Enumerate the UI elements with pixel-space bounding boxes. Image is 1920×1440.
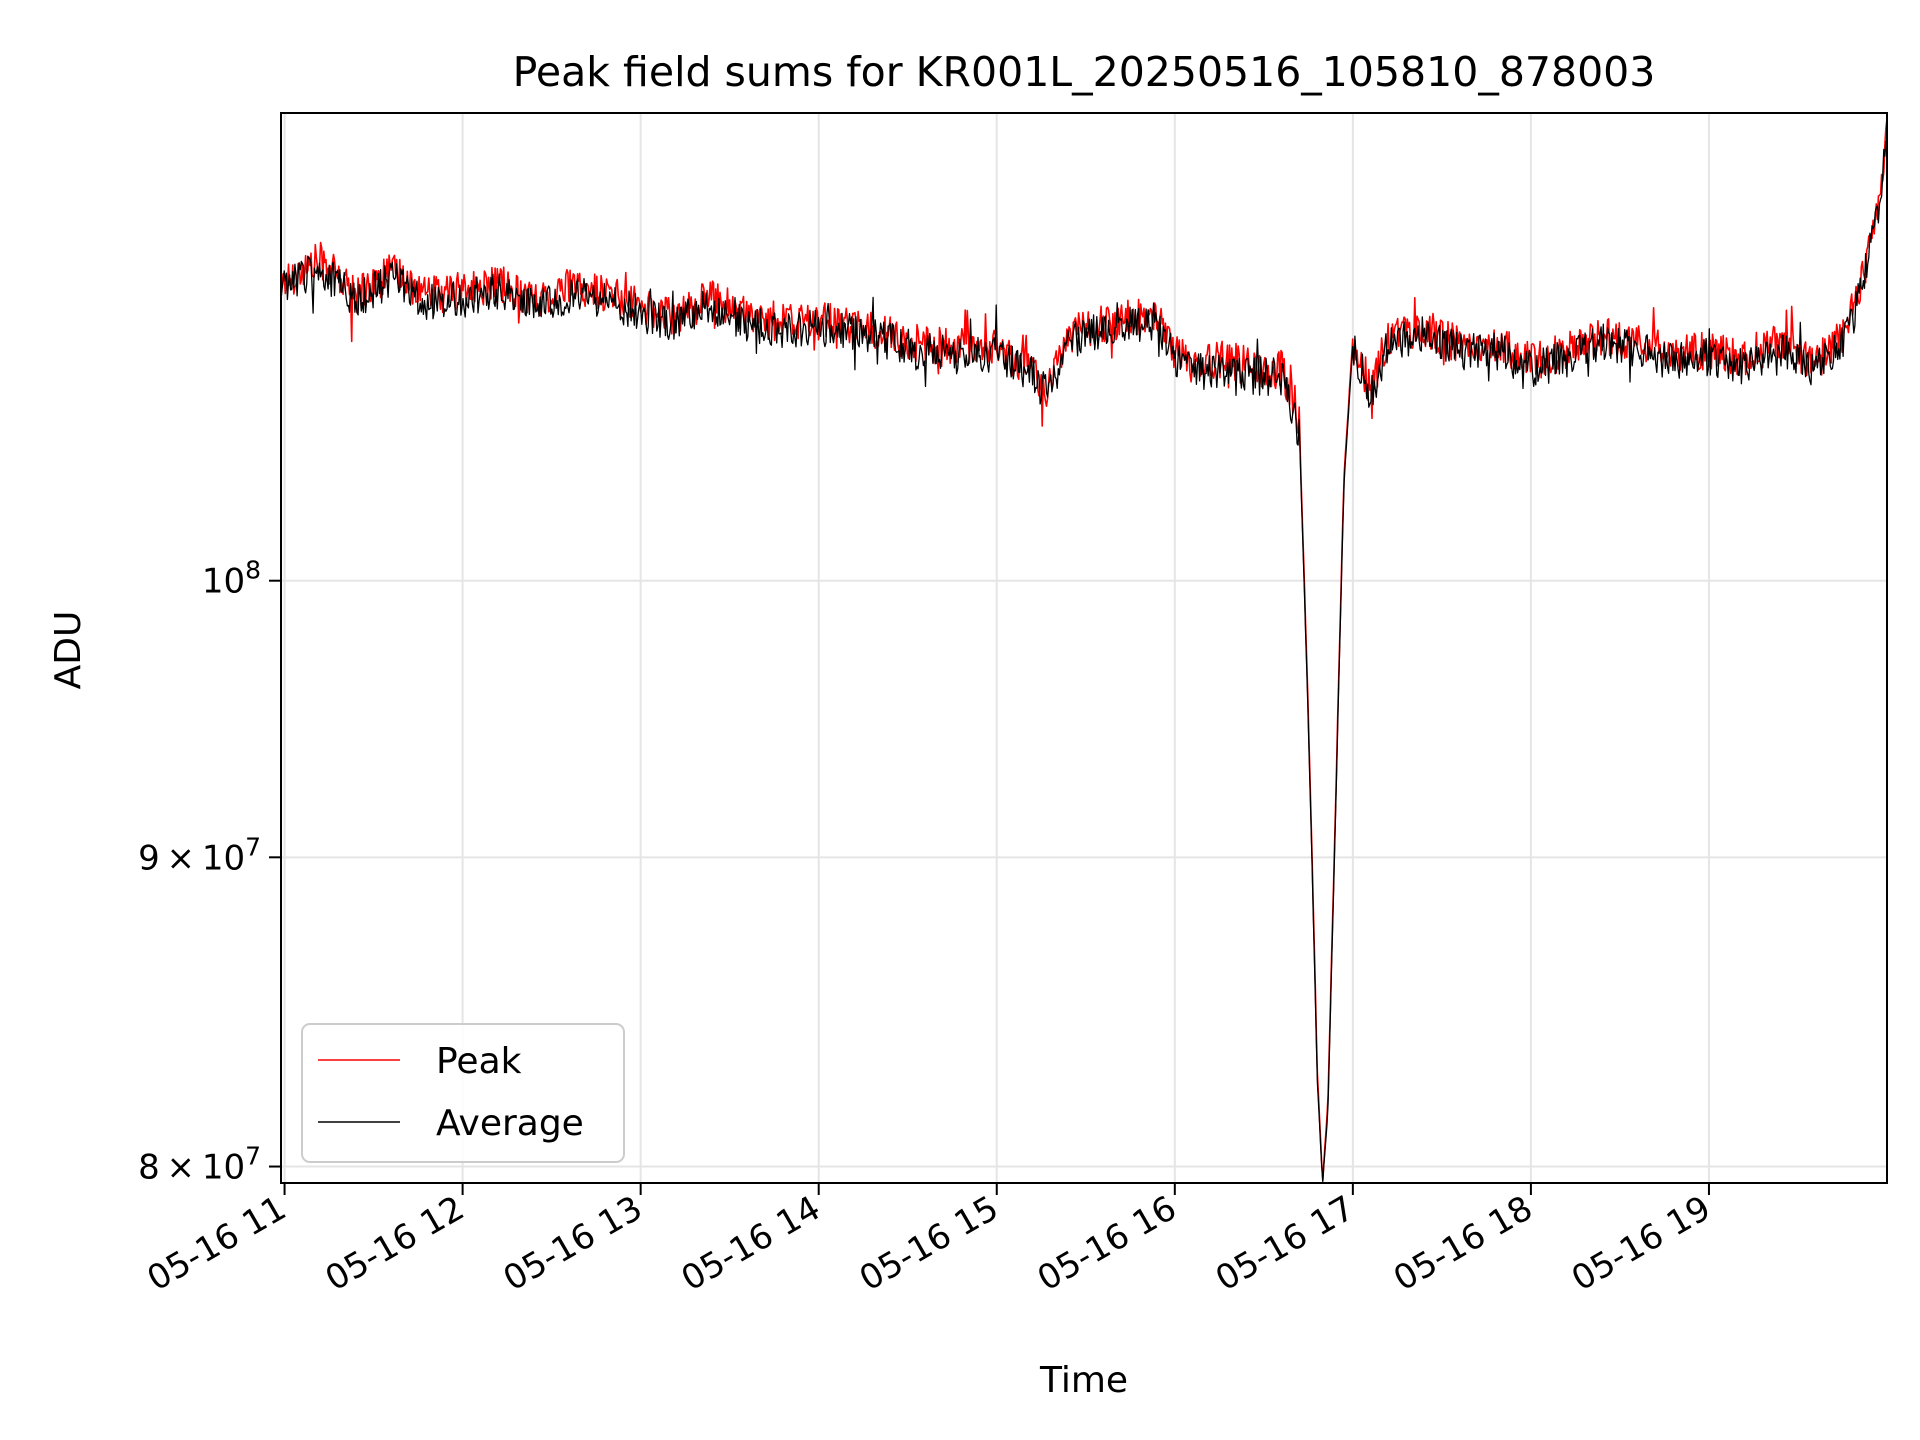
plot-frame — [280, 112, 1888, 1184]
chart-title: Peak field sums for KR001L_20250516_1058… — [513, 48, 1656, 96]
legend: Peak Average — [301, 1023, 625, 1163]
x-axis-label: Time — [1039, 1360, 1128, 1401]
legend-label-peak: Peak — [436, 1041, 522, 1082]
legend-box — [301, 1023, 625, 1163]
series-line-average — [280, 140, 1888, 1183]
y-tick-label: 9 × 107 — [138, 832, 261, 878]
series-layer — [280, 118, 1888, 1183]
legend-label-average: Average — [436, 1103, 584, 1144]
grid — [281, 113, 1887, 1183]
y-tick-label: 108 — [202, 556, 261, 602]
y-tick-label: 8 × 107 — [138, 1142, 261, 1188]
y-axis-ticks: 8 × 107 9 × 107 108 — [138, 556, 281, 1188]
y-axis-label: ADU — [48, 611, 89, 690]
